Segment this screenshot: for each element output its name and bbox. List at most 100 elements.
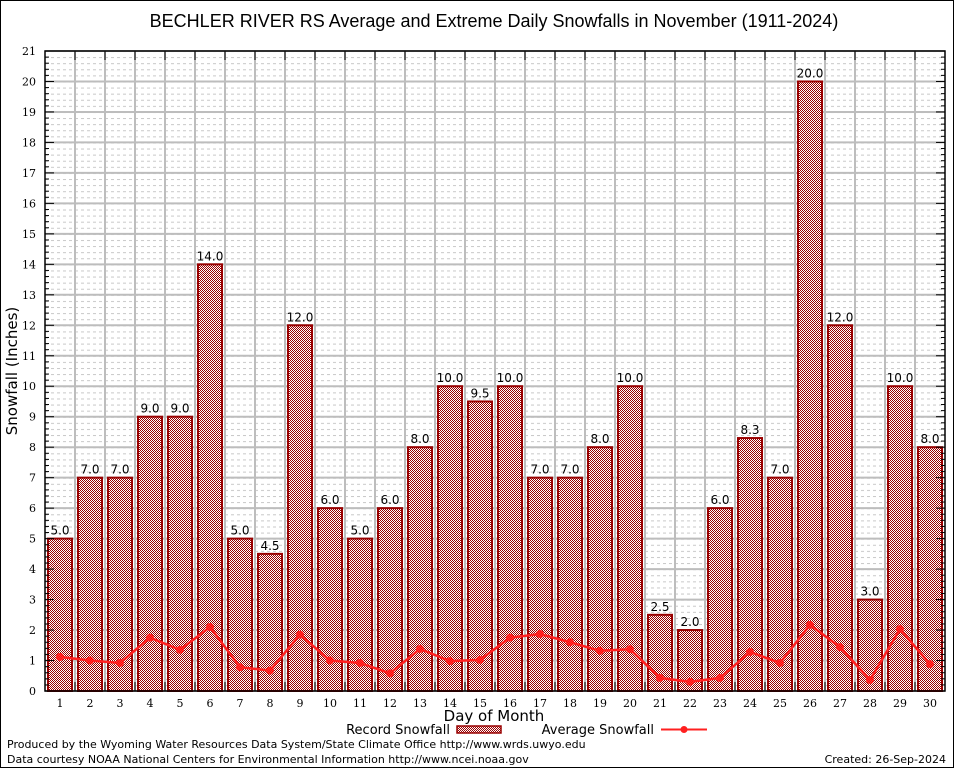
bar-day-2 [77, 476, 103, 692]
x-tick-label: 7 [237, 697, 244, 710]
avg-point-day-13 [416, 644, 424, 653]
y-tick-label: 6 [29, 502, 36, 515]
x-tick-label: 14 [443, 697, 457, 710]
bar-label-day-25: 7.0 [770, 463, 789, 477]
avg-point-day-6 [206, 623, 214, 631]
legend: Record Snowfall Average Snowfall [346, 723, 707, 738]
bar-day-27 [827, 324, 853, 692]
legend-label-record: Record Snowfall [346, 723, 450, 738]
y-tick-label: 5 [29, 533, 36, 546]
avg-point-day-16 [506, 633, 514, 642]
bar-label-day-12: 6.0 [380, 493, 399, 507]
bar-label-day-29: 10.0 [887, 371, 914, 385]
avg-point-day-25 [776, 658, 784, 667]
x-tick-label: 12 [383, 697, 397, 710]
bar-day-9 [287, 324, 313, 692]
x-tick-label: 8 [267, 697, 274, 710]
avg-point-day-28 [866, 676, 874, 685]
y-tick-label: 9 [29, 411, 36, 424]
y-tick-label: 0 [29, 685, 36, 698]
x-tick-label: 29 [893, 697, 907, 710]
avg-point-day-30 [926, 660, 934, 669]
y-tick-label: 14 [22, 258, 36, 271]
y-tick-label: 2 [29, 624, 36, 637]
bar-label-day-21: 2.5 [650, 600, 669, 614]
avg-point-day-23 [716, 673, 724, 682]
bar-label-day-18: 7.0 [560, 463, 579, 477]
bar-day-4 [137, 415, 163, 692]
bar-label-day-5: 9.0 [170, 402, 189, 416]
x-tick-label: 2 [87, 697, 94, 710]
x-tick-label: 22 [683, 697, 697, 710]
y-tick-label: 21 [22, 45, 36, 58]
x-tick-label: 30 [923, 697, 937, 710]
y-axis-label: Snowfall (Inches) [3, 307, 21, 435]
bar-day-18 [557, 476, 583, 692]
y-tick-label: 8 [29, 441, 36, 454]
bar-label-day-17: 7.0 [530, 463, 549, 477]
x-tick-label: 5 [177, 697, 184, 710]
x-tick-label: 18 [563, 697, 577, 710]
x-axis-label: Day of Month [444, 707, 545, 725]
avg-point-day-12 [386, 669, 394, 678]
axes [44, 50, 946, 692]
footer-produced-by: Produced by the Wyoming Water Resources … [7, 738, 586, 751]
y-tick-label: 18 [22, 136, 36, 149]
x-tick-label: 9 [297, 697, 304, 710]
avg-point-day-3 [116, 658, 124, 667]
y-tick-label: 17 [22, 167, 36, 180]
average-line [56, 620, 934, 686]
y-tick-label: 7 [29, 472, 36, 485]
bar-day-15 [467, 400, 493, 692]
x-tick-labels: 1 2 3 4 5 6 7 8 9 10 11 12 13 14 15 16 17 18 19 20 21 22 23 24 2… [57, 697, 938, 710]
y-tick-label: 15 [22, 228, 36, 241]
bar-label-day-1: 5.0 [50, 524, 69, 538]
avg-point-day-1 [56, 652, 64, 661]
bar-day-28 [857, 598, 883, 692]
bar-label-day-13: 8.0 [410, 432, 429, 446]
x-tick-label: 16 [503, 697, 517, 710]
avg-point-day-5 [176, 645, 184, 654]
avg-point-day-7 [236, 663, 244, 672]
x-tick-label: 19 [593, 697, 607, 710]
x-tick-label: 6 [207, 697, 214, 710]
avg-point-day-17 [536, 630, 544, 639]
avg-point-day-14 [446, 657, 454, 666]
x-tick-label: 10 [323, 697, 337, 710]
avg-point-day-26 [806, 620, 814, 629]
x-tick-label: 25 [773, 697, 787, 710]
footer-data-courtesy: Data courtesy NOAA National Centers for … [7, 753, 529, 766]
bar-day-26 [797, 80, 823, 692]
avg-point-day-9 [296, 630, 304, 639]
y-tick-label: 10 [22, 380, 36, 393]
x-tick-label: 17 [533, 697, 547, 710]
y-tick-label: 13 [22, 289, 36, 302]
avg-point-day-24 [746, 647, 754, 656]
x-tick-label: 11 [353, 697, 367, 710]
bar-label-day-3: 7.0 [110, 463, 129, 477]
avg-point-day-10 [326, 656, 334, 665]
bar-day-20 [617, 385, 643, 692]
bar-label-day-20: 10.0 [617, 371, 644, 385]
avg-point-day-19 [596, 646, 604, 655]
bar-label-day-7: 5.0 [230, 524, 249, 538]
bar-label-day-30: 8.0 [920, 432, 939, 446]
x-tick-label: 13 [413, 697, 427, 710]
footer-created-date: Created: 26-Sep-2024 [825, 753, 946, 766]
bar-label-day-28: 3.0 [860, 585, 879, 599]
avg-point-day-11 [356, 658, 364, 667]
avg-point-day-4 [146, 633, 154, 642]
x-tick-label: 21 [653, 697, 667, 710]
y-tick-label: 3 [29, 594, 36, 607]
legend-marker-average [680, 726, 688, 733]
bar-label-day-15: 9.5 [470, 386, 489, 400]
average-snowfall-line [59, 623, 931, 684]
x-tick-label: 15 [473, 697, 487, 710]
bar-day-25 [767, 476, 793, 692]
y-tick-label: 20 [22, 75, 36, 88]
bar-label-day-9: 12.0 [287, 310, 314, 324]
avg-point-day-8 [266, 666, 274, 675]
bar-day-23 [707, 507, 733, 692]
